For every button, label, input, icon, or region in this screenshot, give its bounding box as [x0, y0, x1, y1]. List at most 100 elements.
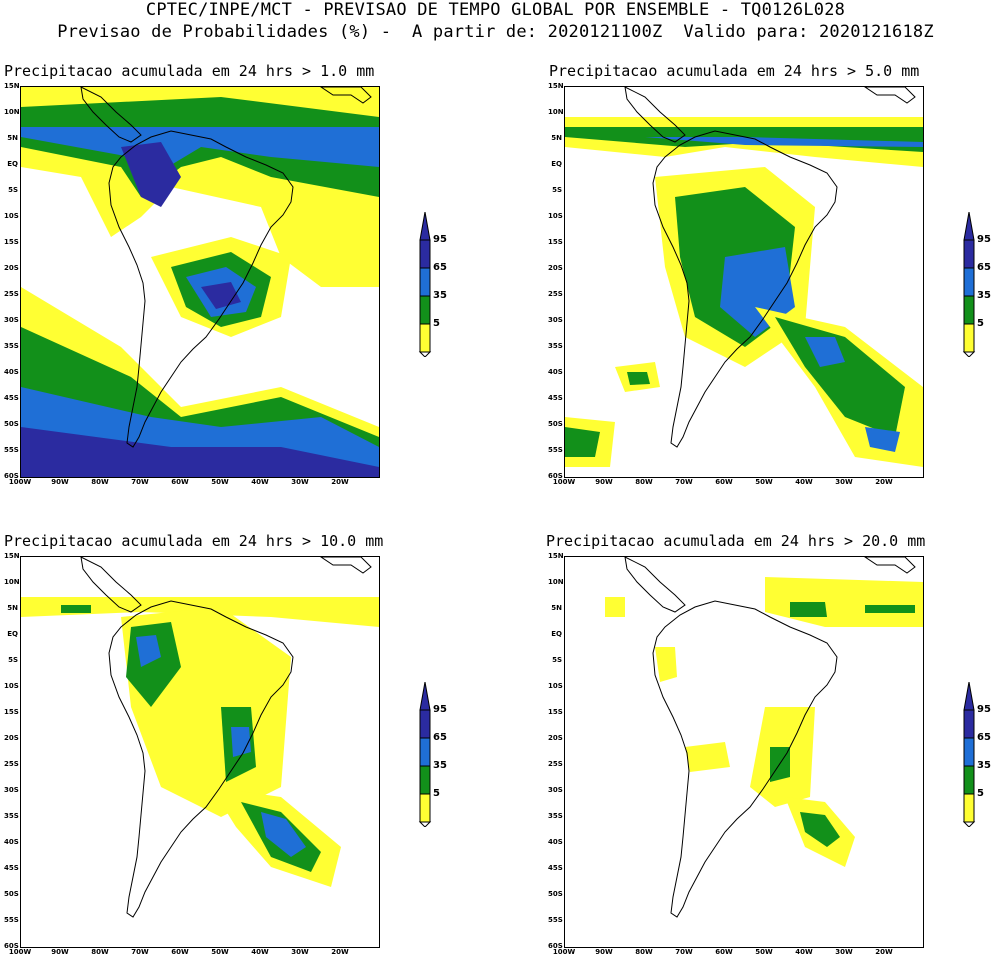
colorbar-label: 35 [433, 760, 447, 771]
latitude-label: 55S [548, 446, 563, 454]
latitude-label: 15S [4, 708, 19, 716]
latitude-label: 15S [548, 708, 563, 716]
longitude-label: 30W [291, 478, 309, 486]
map-panel-3 [20, 556, 380, 948]
longitude-label: 30W [291, 948, 309, 956]
longitude-label: 20W [331, 478, 349, 486]
header-line-2: Previsao de Probabilidades (%) - A parti… [57, 22, 934, 42]
coastline [80, 87, 142, 143]
blue-probability-area [865, 427, 900, 452]
longitude-label: 80W [91, 948, 109, 956]
latitude-label: 55S [4, 916, 19, 924]
longitude-label: 60W [715, 948, 733, 956]
latitude-label: 5S [552, 186, 562, 194]
colorbar-bin [419, 737, 431, 767]
latitude-label: 10N [4, 108, 20, 116]
panel-4-title: Precipitacao acumulada em 24 hrs > 20.0 … [546, 532, 926, 550]
green-probability-area [565, 427, 600, 457]
latitude-label: 25S [548, 290, 563, 298]
colorbar-label: 95 [977, 704, 991, 715]
colorbar-label: 65 [977, 732, 991, 743]
colorbar-label: 5 [977, 318, 984, 329]
colorbar-bin [963, 737, 975, 767]
longitude-label: 20W [331, 948, 349, 956]
green-probability-area [790, 602, 827, 617]
latitude-label: 45S [548, 864, 563, 872]
green-probability-area [865, 605, 915, 613]
latitude-label: 55S [4, 446, 19, 454]
latitude-label: 30S [548, 786, 563, 794]
coastline [864, 557, 916, 574]
latitude-label: 5S [8, 656, 18, 664]
colorbar-bin [419, 709, 431, 739]
longitude-label: 100W [8, 948, 32, 956]
latitude-label: 45S [4, 864, 19, 872]
longitude-label: 50W [755, 478, 773, 486]
blue-probability-area [645, 137, 923, 147]
latitude-label: 50S [4, 420, 19, 428]
panel-2-title: Precipitacao acumulada em 24 hrs > 5.0 m… [549, 62, 920, 80]
colorbar: 95 65 35 5 [418, 211, 458, 358]
yellow-probability-area [655, 647, 677, 682]
green-probability-area [800, 812, 840, 847]
longitude-label: 50W [211, 478, 229, 486]
blue-probability-area [136, 635, 161, 667]
colorbar-label: 5 [977, 788, 984, 799]
coastline [108, 600, 294, 918]
latitude-label: 5N [551, 604, 562, 612]
colorbar-label: 95 [433, 234, 447, 245]
green-probability-area [627, 372, 650, 385]
latitude-label: 10N [548, 108, 564, 116]
colorbar-label: 35 [433, 290, 447, 301]
latitude-label: 40S [548, 368, 563, 376]
longitude-label: 60W [715, 478, 733, 486]
coastline [320, 87, 372, 104]
latitude-label: 35S [4, 342, 19, 350]
latitude-label: 35S [548, 812, 563, 820]
latitude-label: 10S [4, 682, 19, 690]
longitude-label: 90W [595, 948, 613, 956]
colorbar-bin [419, 267, 431, 297]
longitude-label: 60W [171, 478, 189, 486]
latitude-label: 15S [4, 238, 19, 246]
latitude-label: 60S [548, 472, 563, 480]
longitude-label: 100W [552, 948, 576, 956]
colorbar-bin [419, 793, 431, 823]
darkblue-probability-area [121, 142, 181, 207]
latitude-label: 20S [548, 264, 563, 272]
latitude-label: 35S [548, 342, 563, 350]
longitude-label: 20W [875, 948, 893, 956]
yellow-probability-area [765, 577, 923, 627]
longitude-label: 60W [171, 948, 189, 956]
latitude-label: 50S [4, 890, 19, 898]
latitude-label: 30S [548, 316, 563, 324]
map-panel-1 [20, 86, 380, 478]
longitude-label: 80W [91, 478, 109, 486]
latitude-label: EQ [7, 160, 18, 168]
colorbar-label: 65 [433, 262, 447, 273]
latitude-label: 30S [4, 316, 19, 324]
latitude-label: 60S [548, 942, 563, 950]
colorbar-bin [963, 295, 975, 325]
latitude-label: 50S [548, 890, 563, 898]
longitude-label: 40W [795, 948, 813, 956]
longitude-label: 70W [675, 948, 693, 956]
latitude-label: 5N [7, 604, 18, 612]
longitude-label: 20W [875, 478, 893, 486]
latitude-label: 15N [4, 552, 20, 560]
green-probability-area [775, 317, 905, 437]
coastline [320, 557, 372, 574]
longitude-label: 50W [211, 948, 229, 956]
latitude-label: 10N [4, 578, 20, 586]
colorbar-label: 5 [433, 318, 440, 329]
colorbar-bin [419, 239, 431, 269]
latitude-label: 5N [551, 134, 562, 142]
green-probability-area [61, 605, 91, 613]
longitude-label: 70W [131, 478, 149, 486]
blue-probability-area [231, 727, 251, 757]
longitude-label: 30W [835, 948, 853, 956]
longitude-label: 70W [675, 478, 693, 486]
darkblue-probability-area [21, 427, 379, 477]
colorbar-bin [963, 239, 975, 269]
colorbar-label: 65 [977, 262, 991, 273]
